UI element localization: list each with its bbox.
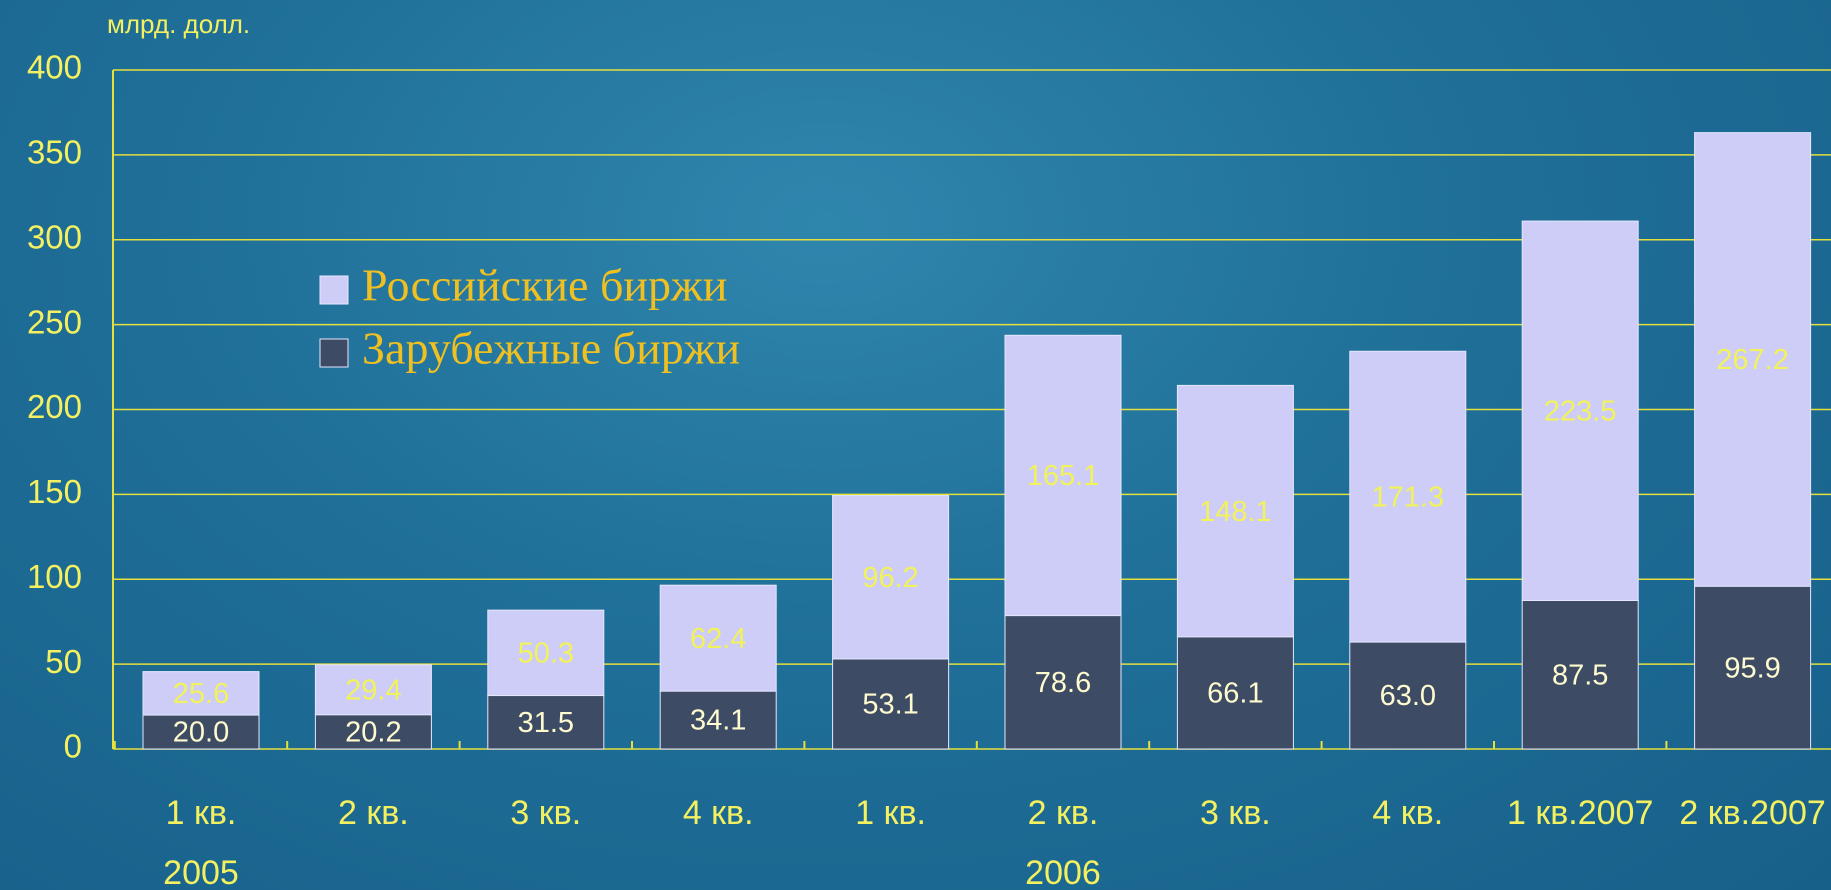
value-label: 63.0: [1380, 680, 1436, 712]
value-label: 223.5: [1544, 395, 1617, 427]
value-label: 87.5: [1552, 659, 1608, 691]
value-label: 267.2: [1716, 344, 1789, 376]
bar-segment: [1349, 350, 1467, 643]
bar-segment: [1004, 334, 1122, 617]
bar-segment: [832, 495, 950, 660]
bar-segment: [142, 714, 260, 750]
x-group-label: 2005: [163, 854, 239, 890]
y-tick-label: 200: [27, 388, 82, 425]
value-label: 148.1: [1199, 496, 1272, 528]
bar-segment: [1176, 636, 1294, 750]
value-label: 20.2: [345, 717, 401, 749]
x-tick-label: 2 кв.2007: [1679, 794, 1826, 832]
y-tick-label: 350: [27, 134, 82, 171]
value-label: 165.1: [1027, 460, 1100, 492]
bar-segment: [1694, 585, 1812, 750]
y-tick-label: 50: [45, 643, 82, 680]
bar-segment: [1694, 132, 1812, 587]
unit-label: млрд. долл.: [107, 9, 250, 39]
legend-label: Зарубежные биржи: [362, 323, 740, 374]
value-label: 31.5: [518, 707, 574, 739]
bar-segment: [1521, 599, 1639, 750]
x-tick-label: 3 кв.: [1200, 794, 1271, 832]
value-label: 29.4: [345, 674, 401, 706]
value-label: 95.9: [1724, 652, 1780, 684]
bar-segment: [659, 584, 777, 692]
x-tick-label: 1 кв.: [855, 794, 926, 832]
bar-segment: [832, 658, 950, 750]
y-tick-label: 0: [64, 728, 82, 765]
x-group-label: 2006: [1025, 854, 1101, 890]
bar-segment: [314, 664, 432, 716]
x-tick-label: 3 кв.: [510, 794, 582, 832]
bar-segment: [487, 609, 605, 697]
bar-segment: [1176, 384, 1294, 638]
value-label: 62.4: [690, 623, 746, 655]
x-tick-label: 1 кв.: [165, 794, 237, 832]
bar-segment: [1521, 220, 1639, 601]
y-tick-label: 150: [27, 473, 82, 510]
value-label: 34.1: [690, 705, 746, 737]
y-tick-label: 300: [27, 218, 82, 255]
bar-segment: [1349, 641, 1467, 750]
x-tick-label: 4 кв.: [1372, 794, 1444, 832]
y-tick-label: 250: [27, 303, 82, 340]
x-tick-label: 1 кв.2007: [1506, 794, 1654, 832]
x-tick-label: 2 кв.: [1027, 794, 1099, 832]
x-tick-label: 4 кв.: [682, 794, 754, 832]
value-label: 78.6: [1035, 667, 1091, 699]
y-tick-label: 100: [27, 558, 82, 595]
value-label: 66.1: [1207, 678, 1263, 710]
y-tick-label: 400: [27, 49, 82, 86]
value-label: 20.0: [173, 717, 229, 749]
value-label: 171.3: [1372, 481, 1445, 513]
bar-segment: [659, 690, 777, 750]
legend-swatch: [319, 338, 349, 368]
value-label: 25.6: [173, 678, 229, 710]
x-tick-label: 2 кв.: [338, 794, 409, 832]
value-label: 96.2: [862, 562, 918, 594]
value-label: 53.1: [862, 689, 918, 721]
legend-swatch: [319, 275, 349, 305]
bar-segment: [142, 671, 260, 716]
bar-segment: [1004, 615, 1122, 750]
legend-label: Российские биржи: [362, 260, 727, 311]
bar-segment: [487, 695, 605, 750]
value-label: 50.3: [518, 637, 574, 669]
